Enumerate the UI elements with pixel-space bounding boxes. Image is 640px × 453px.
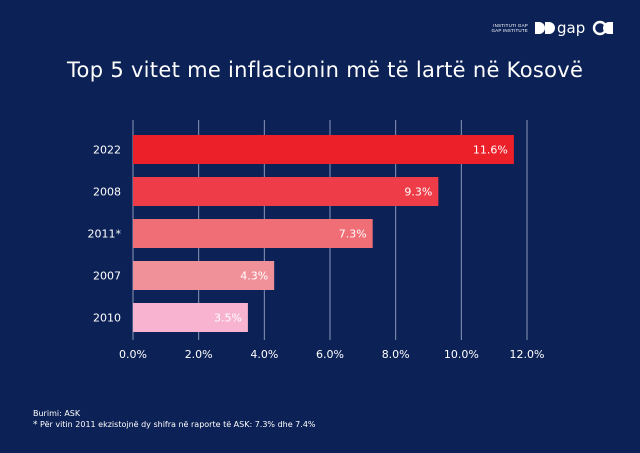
bar: [133, 303, 248, 332]
bar: [133, 261, 275, 290]
category-label: 2022: [93, 144, 121, 157]
x-tick-label: 2.0%: [185, 348, 213, 361]
logo-subtitle: INSTITUTI GAP GAP INSTITUTE: [491, 23, 528, 34]
category-label: 2010: [93, 312, 121, 325]
bar-value-label: 9.3%: [404, 186, 432, 199]
x-tick-label: 10.0%: [444, 348, 479, 361]
bar-value-label: 11.6%: [473, 144, 508, 157]
x-tick-label: 6.0%: [316, 348, 344, 361]
x-tick-label: 12.0%: [510, 348, 545, 361]
logo-wordmark-text: gap: [557, 20, 585, 36]
footnote-marker: *: [33, 420, 38, 430]
bar-value-label: 4.3%: [240, 270, 268, 283]
logo-line-1: INSTITUTI GAP: [493, 22, 528, 28]
bar: [133, 135, 514, 164]
bar-value-label: 3.5%: [214, 312, 242, 325]
x-tick-label: 4.0%: [250, 348, 278, 361]
chart-title: Top 5 vitet me inflacionin më të lartë n…: [67, 58, 584, 82]
logo-line-2: GAP INSTITUTE: [491, 28, 528, 33]
bar-value-label: 7.3%: [339, 228, 367, 241]
source-note: Burimi: ASK: [33, 409, 81, 418]
chart-footer: Burimi: ASK * Për vitin 2011 ekzistojnë …: [33, 408, 316, 431]
category-label: 2007: [93, 270, 121, 283]
footnote-text: Për vitin 2011 ekzistojnë dy shifra në r…: [40, 420, 316, 429]
category-label: 2011*: [88, 228, 122, 241]
logo-mark-icon: gap: [535, 20, 613, 36]
x-tick-label: 8.0%: [382, 348, 410, 361]
gap-institute-logo: INSTITUTI GAP GAP INSTITUTE gap: [491, 20, 618, 36]
bar: [133, 219, 373, 248]
footnote: * Për vitin 2011 ekzistojnë dy shifra në…: [33, 419, 316, 431]
logo-wordmark: gap: [534, 20, 618, 36]
x-tick-label: 0.0%: [119, 348, 147, 361]
bar: [133, 177, 439, 206]
category-label: 2008: [93, 186, 121, 199]
